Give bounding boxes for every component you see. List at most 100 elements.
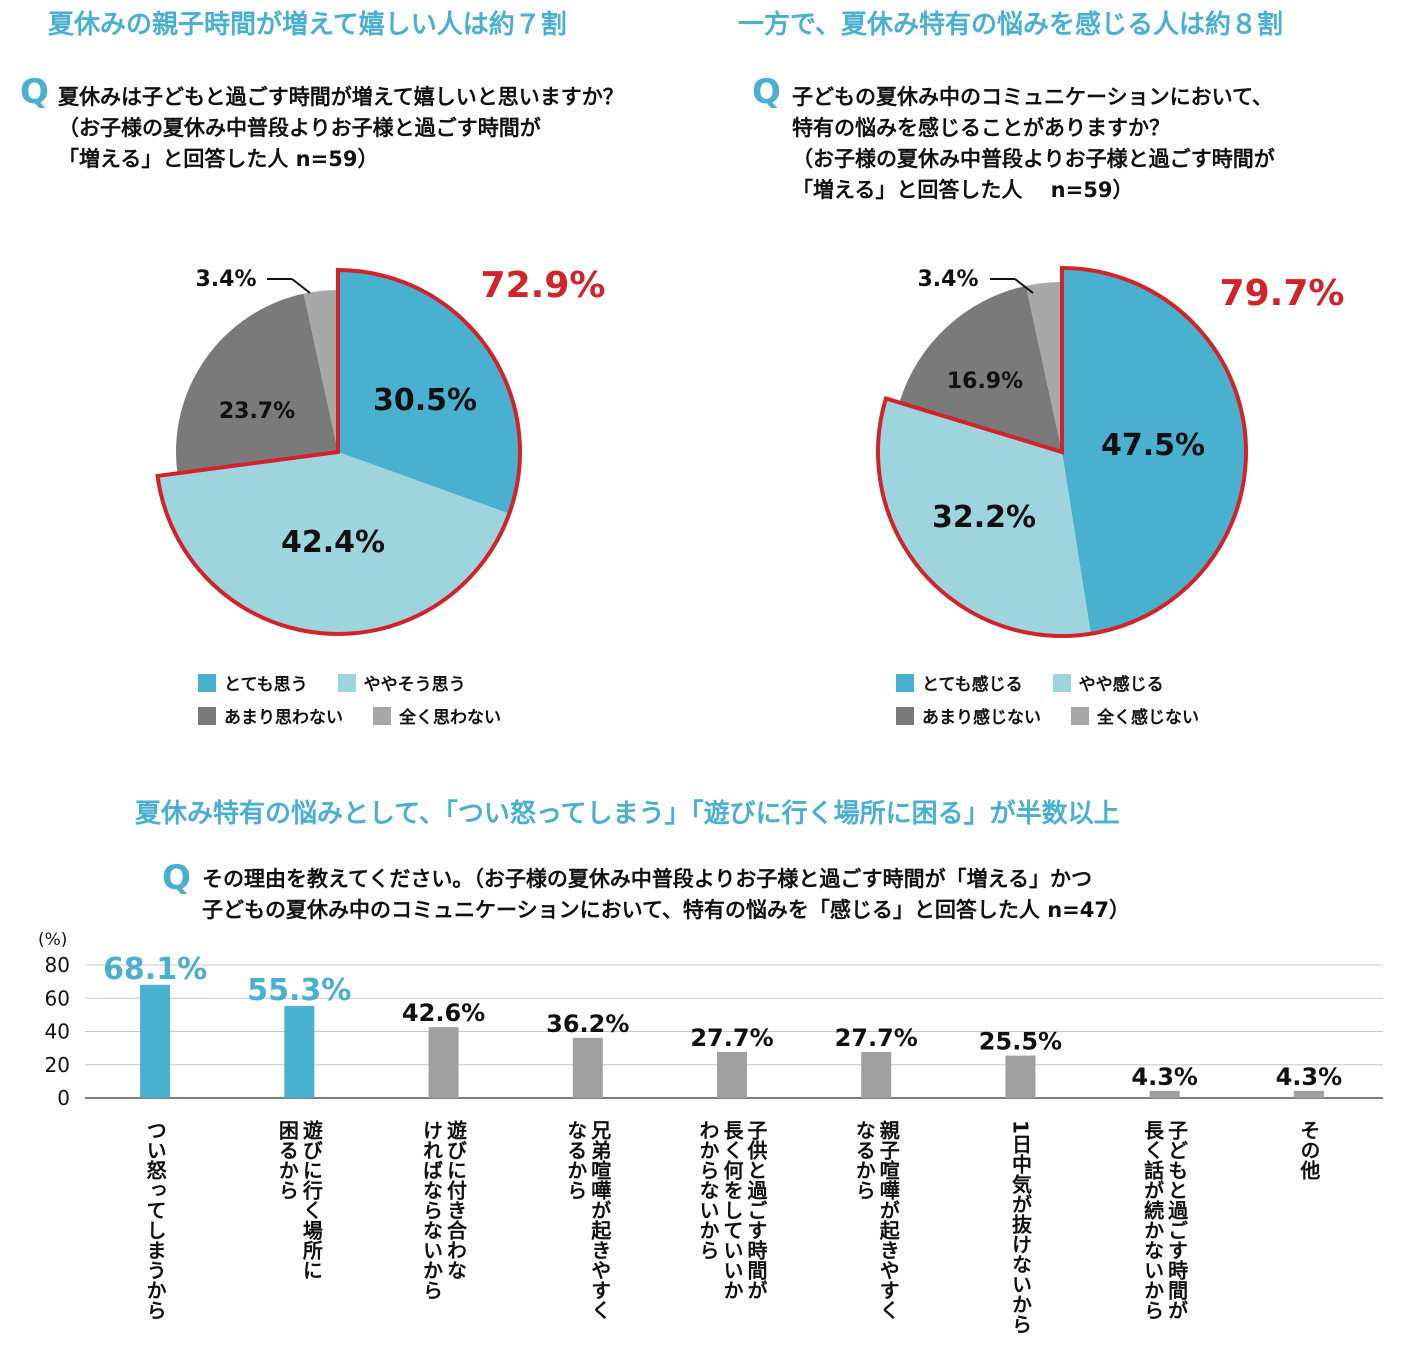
- pie-value-label: 3.4%: [917, 267, 978, 292]
- bar-value-label: 42.6%: [402, 999, 485, 1027]
- bottom-heading: 夏休み特有の悩みとして、「つい怒ってしまう」「遊びに行く場所に困る」が半数以上: [135, 799, 1120, 829]
- legend-label: ややそう思う: [363, 675, 466, 695]
- legend-label: やや感じる: [1078, 675, 1164, 695]
- legend-swatch: [1052, 673, 1071, 692]
- legend-item: 全く感じない: [1071, 703, 1199, 728]
- pie-value-label: 47.5%: [1101, 428, 1205, 463]
- right-pie-chart: 47.5% 32.2% 16.9% 3.4% 79.7%: [876, 265, 1345, 638]
- pie-value-label: 42.4%: [281, 525, 385, 560]
- highlight-outline: [155, 267, 522, 636]
- legend-label: 全く思わない: [399, 708, 501, 728]
- legend-row: とても思う ややそう思う: [198, 670, 501, 695]
- left-question-line: 夏休みは子どもと過ごす時間が増えて嬉しいと思いますか？: [58, 85, 624, 109]
- leader-line: [291, 278, 311, 294]
- legend-row: あまり思わない 全く思わない: [198, 703, 501, 728]
- legend-row: あまり感じない 全く感じない: [896, 703, 1199, 728]
- bar-value-label: 4.3%: [1276, 1063, 1343, 1091]
- bar: [1149, 1090, 1180, 1098]
- category-label: 1日中気が抜けないから: [1008, 1120, 1032, 1334]
- legend-label: あまり感じない: [922, 708, 1041, 728]
- pie-slice: [176, 293, 338, 474]
- pie-value-label: 3.4%: [195, 267, 256, 292]
- legend-label: とても思う: [224, 675, 308, 695]
- category-label: その他: [1297, 1120, 1321, 1180]
- legend-item: とても思う: [198, 670, 308, 695]
- legend-label: 全く感じない: [1097, 708, 1199, 728]
- right-legend: とても感じる やや感じる あまり感じない 全く感じない: [896, 670, 1199, 736]
- legend-item: やや感じる: [1052, 670, 1164, 695]
- legend-label: あまり思わない: [224, 708, 343, 728]
- category-label: 遊びに行く場所に: [299, 1119, 323, 1280]
- legend-item: 全く思わない: [373, 703, 501, 728]
- highlight-total-label: 79.7%: [1220, 273, 1345, 314]
- pie-value-label: 23.7%: [219, 399, 295, 424]
- right-question-line: 「増える」と回答した人 n=59）: [792, 178, 1134, 202]
- legend-item: ややそう思う: [337, 670, 466, 695]
- pie-slice: [878, 398, 1091, 636]
- bar-value-label: 27.7%: [835, 1024, 918, 1052]
- pie-slice: [303, 290, 338, 452]
- left-question: 夏休みは子どもと過ごす時間が増えて嬉しいと思いますか？ （お子様の夏休み中普段よ…: [58, 82, 624, 175]
- category-label: 長く話が続かないから: [1141, 1120, 1165, 1320]
- legend-swatch: [896, 706, 914, 725]
- left-q-mark: Q: [20, 72, 49, 112]
- legend-row: とても感じる やや感じる: [896, 670, 1199, 695]
- pie-value-label: 30.5%: [373, 383, 477, 418]
- legend-swatch: [373, 706, 391, 725]
- bar: [572, 1037, 603, 1098]
- category-label: ければならないから: [420, 1120, 444, 1300]
- y-tick-label: 0: [57, 1086, 70, 1110]
- legend-swatch: [198, 706, 216, 725]
- bar-value-label: 25.5%: [979, 1028, 1062, 1056]
- bar: [861, 1051, 892, 1098]
- bar: [284, 1006, 315, 1098]
- y-tick-label: 20: [45, 1053, 70, 1077]
- leader-line: [1014, 278, 1034, 294]
- bar-chart: (%) 0 20 40 60 80 68.1% つい怒ってしまうから 55.3% 遊びに行く場所に…: [38, 930, 1383, 1334]
- pie-value-label: 16.9%: [947, 369, 1023, 394]
- y-tick-label: 80: [45, 953, 70, 977]
- category-label: 子どもと過ごす時間が: [1165, 1120, 1189, 1320]
- bottom-question-line: その理由を教えてください。（お子様の夏休み中普段よりお子様と過ごす時間が「増える…: [202, 867, 1092, 891]
- y-tick-label: 40: [45, 1020, 70, 1044]
- bar-value-label: 36.2%: [546, 1010, 629, 1038]
- category-label: 兄弟喧嘩が起きやすく: [588, 1120, 612, 1320]
- right-q-mark: Q: [752, 72, 781, 112]
- bar-value-label: 55.3%: [247, 973, 351, 1008]
- left-question-line: 「増える」と回答した人 n=59）: [58, 147, 379, 171]
- legend-label: とても感じる: [922, 675, 1023, 695]
- right-heading: 一方で、夏休み特有の悩みを感じる人は約８割: [738, 10, 1283, 40]
- left-question-line: （お子様の夏休み中普段よりお子様と過ごす時間が: [58, 116, 541, 140]
- pie-slice: [338, 270, 520, 514]
- bar-value-label: 4.3%: [1131, 1063, 1198, 1091]
- highlight-total-label: 72.9%: [481, 265, 606, 306]
- bar: [428, 1027, 459, 1098]
- legend-item: あまり思わない: [198, 703, 343, 728]
- category-label: 遊びに付き合わな: [444, 1119, 468, 1280]
- legend-item: あまり感じない: [896, 703, 1041, 728]
- highlight-outline: [876, 265, 1248, 638]
- right-question-line: 子どもの夏休み中のコミュニケーションにおいて、: [792, 85, 1273, 109]
- category-label: つい怒ってしまうから: [143, 1120, 167, 1320]
- legend-swatch: [896, 673, 914, 692]
- category-label: なるから: [852, 1120, 876, 1200]
- y-tick-label: 60: [45, 986, 70, 1010]
- left-heading: 夏休みの親子時間が増えて嬉しい人は約７割: [48, 10, 567, 40]
- pie-slice: [1025, 282, 1062, 452]
- category-label: わからないから: [696, 1120, 720, 1260]
- legend-item: とても感じる: [896, 670, 1023, 695]
- bar-value-label: 68.1%: [103, 952, 207, 987]
- bar-value-label: 27.7%: [690, 1024, 773, 1052]
- y-unit-label: (%): [38, 930, 67, 950]
- category-label: 困るから: [275, 1120, 299, 1200]
- left-pie-chart: 30.5% 42.4% 23.7% 3.4% 72.9%: [155, 265, 606, 636]
- category-label: 長く何をしていいか: [720, 1120, 744, 1300]
- category-label: 親子喧嘩が起きやすく: [876, 1120, 900, 1320]
- right-question: 子どもの夏休み中のコミュニケーションにおいて、 特有の悩みを感じることがあります…: [792, 82, 1275, 206]
- right-question-line: （お子様の夏休み中普段よりお子様と過ごす時間が: [792, 147, 1275, 171]
- bar: [1293, 1090, 1324, 1098]
- pie-value-label: 32.2%: [932, 500, 1036, 535]
- category-label: なるから: [564, 1120, 588, 1200]
- pie-slice: [1062, 268, 1246, 634]
- category-label: 子供と過ごす時間が: [744, 1120, 768, 1300]
